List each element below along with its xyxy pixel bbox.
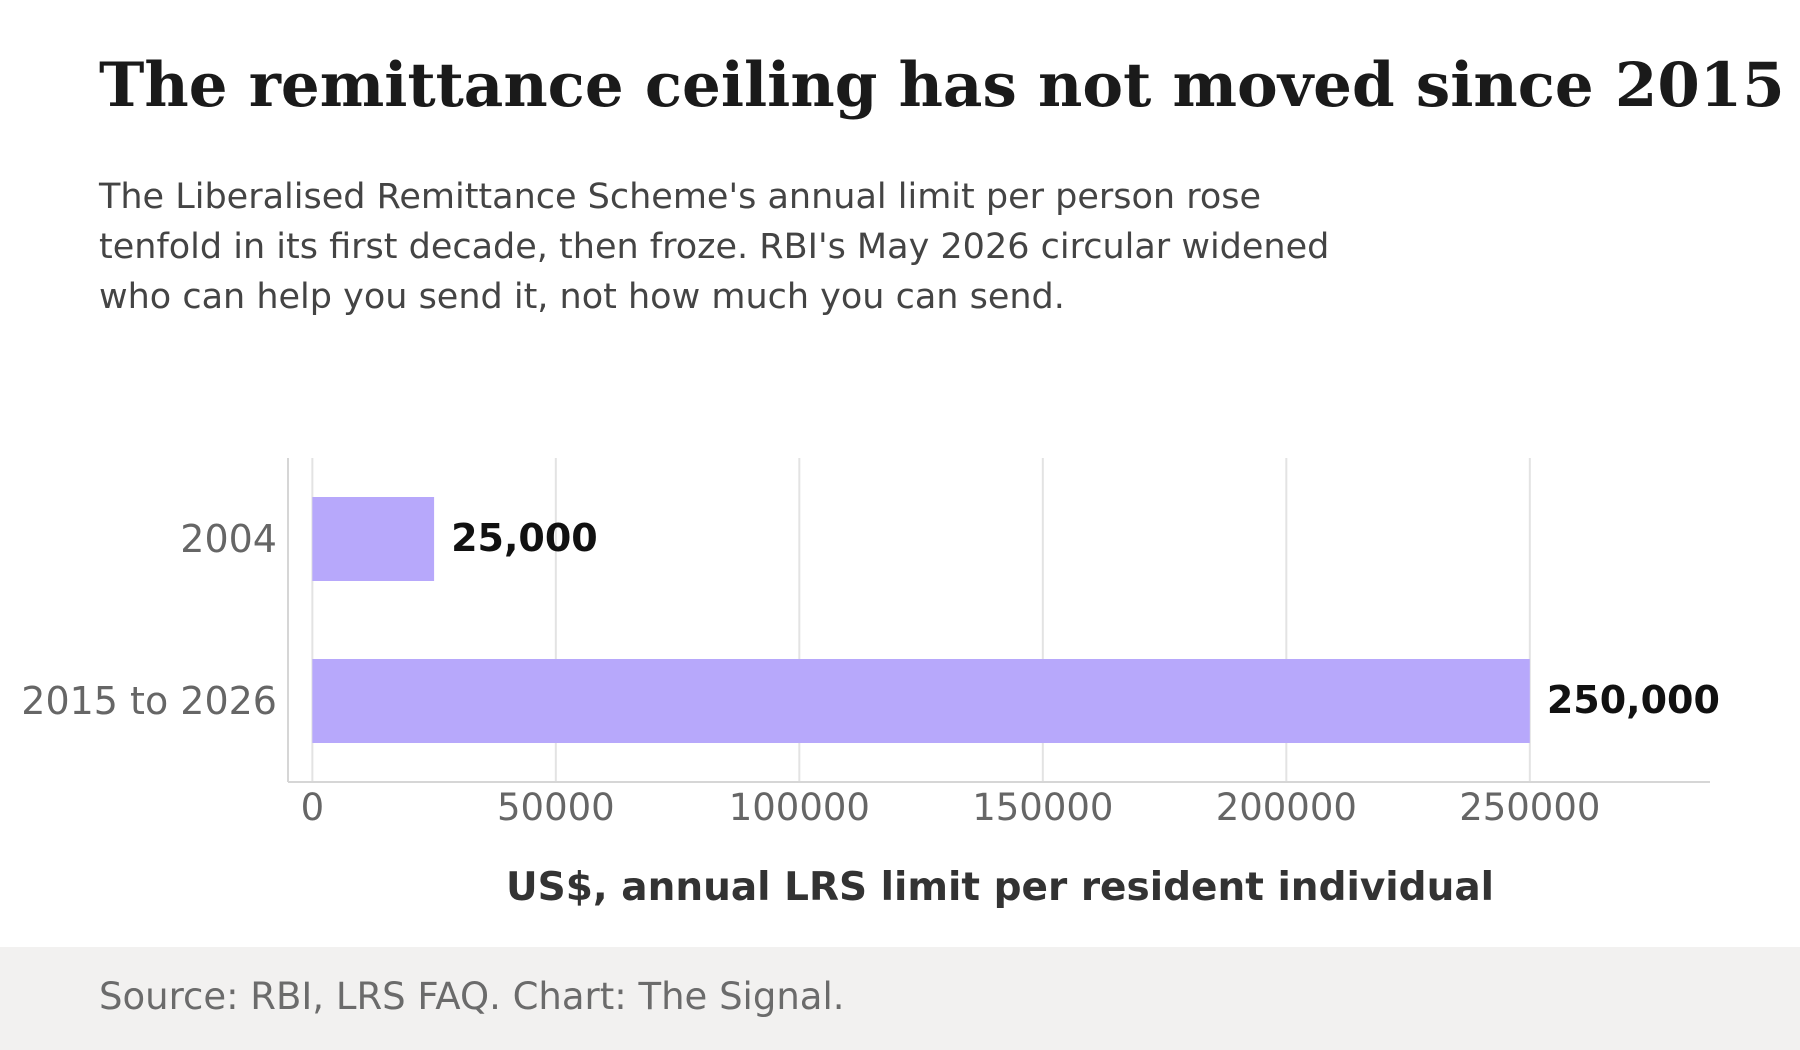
chart-title: The remittance ceiling has not moved sin… [99,50,1785,121]
x-tick-label: 50000 [497,786,615,829]
value-label: 250,000 [1547,678,1720,722]
category-label: 2015 to 2026 [21,679,277,723]
bar-chart: 2004 2015 to 2026 25,000 250,000 0 50000 100… [21,458,1720,910]
bar [312,497,435,581]
x-tick-labels: 0 50000 100000 150000 200000 250000 [301,786,1601,829]
source-note: Source: RBI, LRS FAQ. Chart: The Signal. [99,975,845,1018]
category-label: 2004 [180,517,277,561]
value-label: 25,000 [451,516,598,560]
x-tick-label: 0 [301,786,325,829]
category-labels: 2004 2015 to 2026 [21,517,277,723]
footer [0,947,1800,1050]
bar [312,659,1530,743]
chart-subtitle: The Liberalised Remittance Scheme's annu… [99,177,1330,317]
x-tick-label: 200000 [1216,786,1357,829]
bars [312,497,1530,743]
x-tick-label: 100000 [729,786,870,829]
x-tick-label: 150000 [972,786,1113,829]
value-labels: 25,000 250,000 [451,516,1720,722]
x-axis-label: US$, annual LRS limit per resident indiv… [506,865,1494,910]
x-tick-label: 250000 [1459,786,1600,829]
